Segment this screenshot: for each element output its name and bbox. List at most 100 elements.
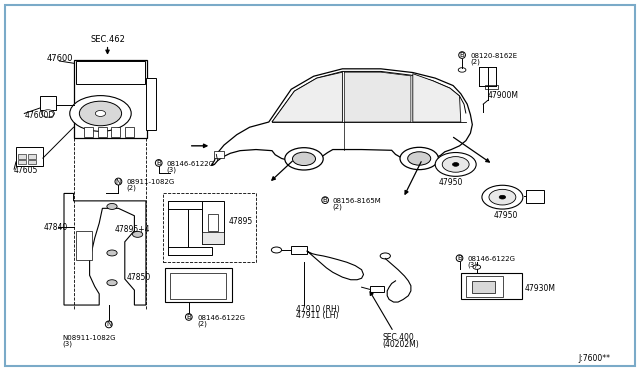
Text: 47930M: 47930M <box>525 284 556 293</box>
Text: (2): (2) <box>470 58 480 65</box>
Bar <box>111 127 120 137</box>
Text: 47900M: 47900M <box>488 92 518 100</box>
Bar <box>168 201 188 255</box>
Text: 47950: 47950 <box>438 178 463 187</box>
Polygon shape <box>413 74 461 122</box>
Circle shape <box>285 148 323 170</box>
Text: 08120-8162E: 08120-8162E <box>470 53 518 59</box>
Circle shape <box>70 96 131 131</box>
Text: 47910 (RH): 47910 (RH) <box>296 305 339 314</box>
Polygon shape <box>211 69 472 166</box>
Circle shape <box>42 110 54 117</box>
Circle shape <box>489 189 516 205</box>
Bar <box>84 127 93 137</box>
Bar <box>18 160 26 164</box>
Text: 47605: 47605 <box>14 166 38 175</box>
Bar <box>76 231 92 260</box>
Text: (40202M): (40202M) <box>383 340 419 349</box>
Bar <box>214 151 224 158</box>
Bar <box>168 247 212 255</box>
Circle shape <box>458 68 466 72</box>
Bar <box>76 61 145 84</box>
Bar <box>125 127 134 137</box>
Bar <box>202 232 224 244</box>
Bar <box>291 246 307 254</box>
Circle shape <box>408 152 431 165</box>
Text: J:7600**: J:7600** <box>578 355 610 363</box>
Bar <box>370 286 384 292</box>
Bar <box>466 276 503 297</box>
Circle shape <box>473 265 481 269</box>
Circle shape <box>271 247 282 253</box>
Circle shape <box>107 203 117 209</box>
Bar <box>202 201 224 244</box>
Text: B: B <box>156 160 161 166</box>
Polygon shape <box>64 193 146 305</box>
Circle shape <box>292 152 316 166</box>
Text: (2): (2) <box>127 185 136 191</box>
Text: 47600D: 47600D <box>24 111 54 120</box>
Circle shape <box>400 147 438 170</box>
Text: 47895: 47895 <box>229 217 253 226</box>
Bar <box>28 154 36 159</box>
Text: 08146-6122G: 08146-6122G <box>166 161 214 167</box>
Bar <box>108 70 115 76</box>
Bar <box>98 127 107 137</box>
Bar <box>472 281 495 293</box>
Circle shape <box>107 250 117 256</box>
Text: 47850: 47850 <box>126 273 150 282</box>
Circle shape <box>442 157 469 172</box>
Text: 47600: 47600 <box>46 54 73 63</box>
Circle shape <box>95 110 106 116</box>
Bar <box>163 193 256 262</box>
Text: 08146-6122G: 08146-6122G <box>197 315 245 321</box>
Text: (2): (2) <box>333 203 342 210</box>
Text: B: B <box>457 255 462 261</box>
Text: SEC.462: SEC.462 <box>90 35 125 44</box>
Bar <box>16 147 43 166</box>
Bar <box>146 78 156 130</box>
Text: 47950: 47950 <box>494 211 518 219</box>
Bar <box>18 154 26 159</box>
Bar <box>138 70 145 76</box>
Text: 47895+4: 47895+4 <box>115 225 150 234</box>
Polygon shape <box>272 72 342 122</box>
Bar <box>40 96 56 110</box>
Circle shape <box>107 280 117 286</box>
Bar <box>28 160 36 164</box>
Circle shape <box>499 195 506 199</box>
Text: (3): (3) <box>63 340 73 347</box>
Bar <box>461 273 522 299</box>
Bar <box>208 214 218 231</box>
Bar <box>485 85 498 89</box>
Text: SEC.400: SEC.400 <box>383 333 415 342</box>
Text: (3): (3) <box>467 262 477 268</box>
Text: B: B <box>323 197 328 203</box>
Circle shape <box>132 231 143 237</box>
Text: B: B <box>186 314 191 320</box>
Text: 08146-6122G: 08146-6122G <box>467 256 515 262</box>
Text: (2): (2) <box>197 321 207 327</box>
Circle shape <box>452 163 459 166</box>
Text: 08911-1082G: 08911-1082G <box>127 179 175 185</box>
Bar <box>93 70 100 76</box>
Polygon shape <box>344 72 411 122</box>
Text: 08156-8165M: 08156-8165M <box>333 198 381 204</box>
Text: 47840: 47840 <box>44 223 68 232</box>
Bar <box>123 70 131 76</box>
Text: 47911 (LH): 47911 (LH) <box>296 311 338 320</box>
Bar <box>78 70 86 76</box>
Text: N: N <box>106 321 111 327</box>
Bar <box>168 201 212 209</box>
Circle shape <box>435 153 476 176</box>
Bar <box>170 273 226 299</box>
Text: N: N <box>116 179 121 185</box>
Circle shape <box>79 101 122 126</box>
Text: (3): (3) <box>166 166 177 173</box>
Text: B: B <box>460 52 465 58</box>
Bar <box>165 268 232 302</box>
Bar <box>74 60 147 138</box>
Circle shape <box>482 185 523 209</box>
Circle shape <box>380 253 390 259</box>
Bar <box>526 190 544 203</box>
